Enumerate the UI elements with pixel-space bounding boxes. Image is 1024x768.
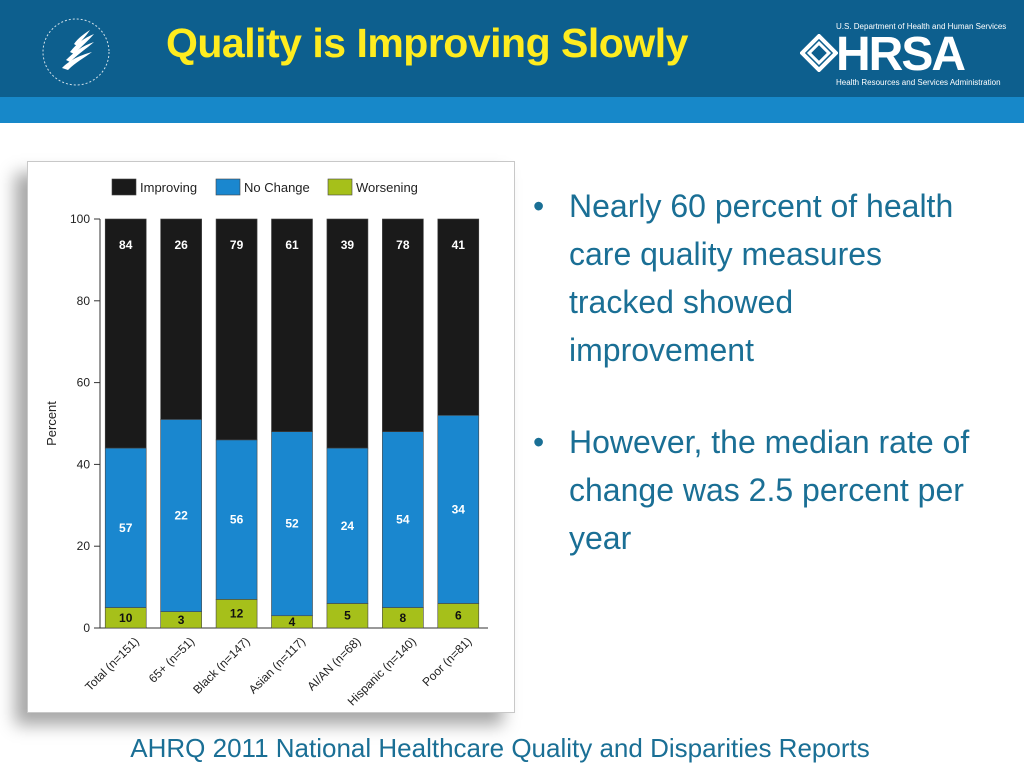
bar-data-label: 12 [230, 607, 244, 621]
x-tick-label: Asian (n=117) [246, 634, 308, 696]
bar-data-label: 5 [344, 609, 351, 623]
bar-segment [437, 218, 480, 416]
footer-source: AHRQ 2011 National Healthcare Quality an… [130, 733, 870, 763]
bar-segment [160, 419, 202, 612]
legend-label: No Change [244, 180, 310, 195]
bar-segment [271, 431, 313, 617]
bar-data-label: 78 [396, 238, 410, 252]
bar-data-label: 84 [119, 238, 133, 252]
hrsa-agency-text: Health Resources and Services Administra… [836, 78, 1001, 87]
bar-data-label: 39 [341, 238, 355, 252]
bar-segment [215, 439, 258, 600]
bar-segment [215, 218, 258, 441]
bar-segment [160, 218, 202, 420]
x-tick-label: Black (n=147) [190, 634, 252, 696]
bar-segment [326, 218, 369, 449]
x-tick-label: 65+ (n=51) [146, 634, 197, 685]
y-tick-label: 60 [77, 376, 91, 390]
bar-data-label: 26 [174, 238, 188, 252]
bar-data-label: 41 [452, 238, 466, 252]
bar-data-label: 8 [400, 611, 407, 625]
bullet-item: • Nearly 60 percent of health care qualit… [531, 182, 971, 374]
bar-data-label: 24 [341, 519, 355, 533]
header-bar [0, 0, 1024, 97]
bar-data-label: 52 [285, 517, 299, 531]
bar-data-label: 34 [452, 502, 466, 516]
bar-segment [326, 447, 369, 604]
bar-segment [215, 599, 258, 629]
bar-data-label: 22 [174, 509, 188, 523]
bar-segment [271, 218, 313, 432]
bullet-text: Nearly 60 percent of health care quality… [569, 188, 954, 368]
hrsa-knot-icon [800, 34, 838, 72]
bar-data-label: 54 [396, 513, 410, 527]
legend-swatch [111, 178, 137, 196]
y-axis-label: Percent [44, 401, 59, 446]
bar-segment [382, 218, 424, 432]
y-tick-label: 20 [77, 539, 91, 553]
bar-data-label: 56 [230, 513, 244, 527]
header-stripe [0, 97, 1024, 123]
hrsa-logo: U.S. Department of Health and Human Serv… [800, 16, 1007, 90]
bar-data-label: 6 [455, 609, 462, 623]
legend-label: Worsening [356, 180, 418, 195]
bar-segment [104, 447, 147, 608]
x-tick-label: AI/AN (n=68) [304, 634, 363, 693]
bullet-text: However, the median rate of change was 2… [569, 424, 970, 556]
bullet-list: • Nearly 60 percent of health care qualit… [531, 182, 971, 606]
bar-data-label: 3 [178, 613, 185, 627]
x-tick-label: Total (n=151) [82, 634, 142, 694]
y-tick-label: 0 [83, 621, 90, 635]
bar-segment [104, 218, 147, 449]
bullet-item: • However, the median rate of change was … [531, 418, 971, 562]
bar-data-label: 10 [119, 611, 133, 625]
hrsa-department-text: U.S. Department of Health and Human Serv… [836, 22, 1007, 31]
bar-data-label: 79 [230, 238, 244, 252]
bar-segment [437, 415, 480, 604]
bar-data-label: 4 [289, 615, 296, 629]
y-tick-label: 40 [77, 457, 91, 471]
legend-swatch [327, 178, 353, 196]
legend-label: Improving [140, 180, 197, 195]
bar-segment [437, 603, 480, 629]
slide-title: Quality is Improving Slowly [166, 20, 688, 66]
bullet-dot: • [533, 424, 545, 460]
y-tick-label: 100 [70, 212, 90, 226]
hhs-eagle-logo-icon [42, 18, 110, 86]
bar-data-label: 61 [285, 238, 299, 252]
chart-frame: 0 20 40 60 80 100 Percent 10 57 84 Total (n=151) 3 2… [27, 161, 515, 713]
bar-segment [382, 431, 424, 608]
y-tick-label: 80 [77, 294, 91, 308]
bar-data-label: 57 [119, 521, 133, 535]
x-tick-label: Poor (n=81) [419, 634, 474, 689]
bullet-dot: • [533, 188, 545, 224]
hrsa-wordmark: HRSA [836, 28, 966, 81]
legend-swatch [215, 178, 241, 196]
